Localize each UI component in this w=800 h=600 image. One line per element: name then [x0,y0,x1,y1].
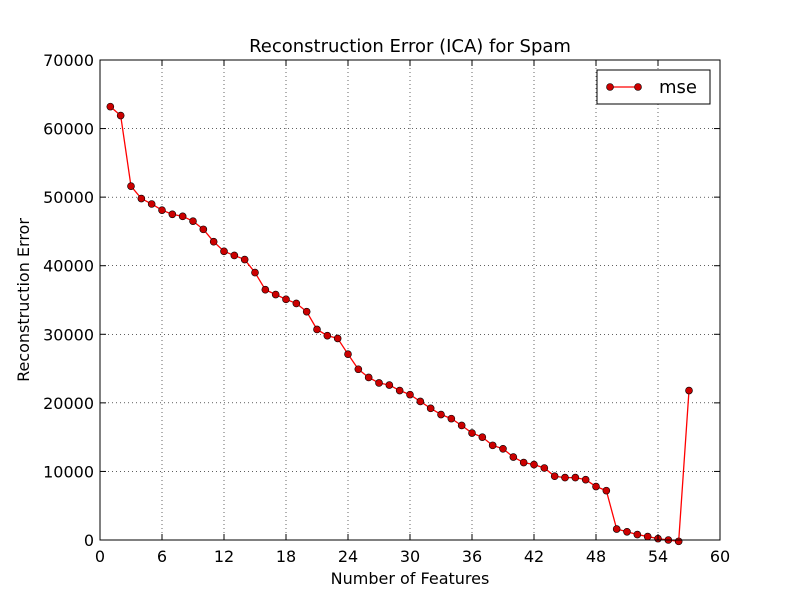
data-point [323,331,332,340]
y-tick-label: 20000 [43,394,94,413]
data-point [240,255,249,264]
data-point [395,386,404,395]
data-point [209,237,218,246]
data-point [468,429,476,437]
legend: mse [596,69,711,105]
data-point [612,525,621,533]
data-point [230,251,239,260]
data-point [509,453,518,461]
x-tick-label: 24 [338,547,358,566]
y-tick-label: 70000 [43,51,94,70]
x-tick-label: 6 [157,547,167,566]
data-point [137,194,146,203]
data-point [333,334,342,343]
y-tick-label: 10000 [43,462,94,481]
legend-label-mse: mse [659,77,697,98]
legend-marker-swatch [606,83,614,91]
data-point [406,390,414,399]
data-point [633,530,642,539]
x-tick-label: 42 [524,547,544,566]
chart-title: Reconstruction Error (ICA) for Spam [249,36,571,57]
data-point [106,102,115,111]
y-tick-label: 50000 [43,188,94,207]
x-tick-label: 36 [462,547,482,566]
data-point [116,111,125,120]
y-axis-label: Reconstruction Error [14,218,33,382]
x-tick-label: 48 [586,547,606,566]
data-point [581,475,590,484]
data-point [375,379,383,387]
data-point [220,247,228,256]
data-point [168,210,177,219]
data-point [147,200,156,208]
x-tick-label: 54 [648,547,668,566]
data-point [561,473,569,482]
data-point [251,268,259,277]
data-point [158,206,166,214]
data-point [550,472,559,481]
data-point [530,460,538,469]
data-point [426,404,435,413]
x-tick-label: 12 [214,547,234,566]
data-point [478,433,487,441]
x-tick-label: 30 [400,547,420,566]
data-point [519,458,528,467]
data-point [354,365,363,374]
data-point [344,350,352,358]
data-point [437,410,445,419]
data-point [623,527,631,536]
data-point [199,225,208,234]
y-tick-label: 0 [84,531,94,550]
data-point [178,212,187,221]
data-point [447,414,456,423]
data-point [685,386,693,395]
data-point [571,473,580,482]
data-point [602,486,611,495]
x-axis-label: Number of Features [331,569,490,588]
data-point [313,325,321,334]
data-point [261,285,270,294]
y-tick-label: 60000 [43,120,94,139]
axis-ticks: 0 6 12 18 24 30 36 42 48 54 60 0 10000 20000 30000 4000… [43,51,730,566]
x-tick-label: 0 [95,547,105,566]
data-point [416,397,425,406]
data-point [457,421,466,430]
data-point [488,441,497,450]
data-point [592,482,600,491]
y-tick-label: 30000 [43,325,94,344]
legend-marker-swatch [634,83,642,91]
data-point [674,537,683,546]
data-point [540,464,549,472]
y-tick-label: 40000 [43,257,94,276]
data-point [364,373,373,382]
data-point [282,295,290,304]
data-point [189,217,197,225]
data-point [271,290,280,299]
data-point [302,307,311,316]
data-point [499,444,507,453]
data-point [292,299,301,308]
data-point [127,182,135,190]
x-tick-label: 60 [710,547,730,566]
data-point [385,381,394,389]
x-tick-label: 18 [276,547,296,566]
data-point [643,532,652,541]
